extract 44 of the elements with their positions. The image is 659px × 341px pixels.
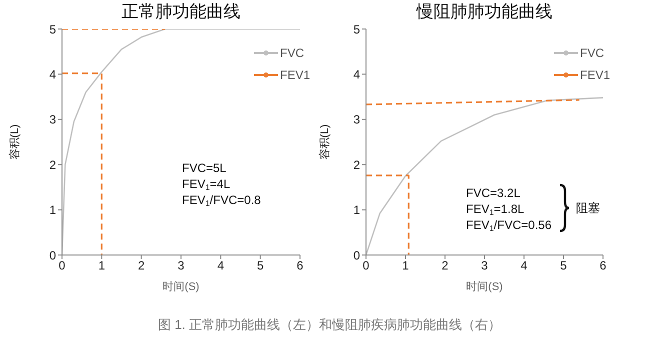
annotation: FEV$_{1}$=4L — [182, 176, 232, 192]
x-tick-label: 2 — [442, 258, 449, 273]
y-tick-label: 3 — [49, 112, 56, 127]
x-tick-label: 5 — [256, 258, 264, 273]
chart-title: 慢阻肺肺功能曲线 — [415, 1, 554, 23]
y-tick-label: 1 — [49, 203, 56, 218]
annotation: FVC=5L — [182, 160, 228, 176]
x-tick-label: 3 — [178, 258, 185, 273]
y-tick-label: 1 — [353, 203, 360, 218]
y-tick-label: 2 — [49, 158, 56, 172]
y-tick-label: 0 — [353, 248, 360, 262]
x-tick-label: 4 — [520, 258, 528, 273]
legend-label: FVC — [280, 46, 304, 60]
annotation: FEV$_{1}$/FVC=0.56 — [466, 217, 552, 233]
y-axis-title: 容积(L) — [318, 124, 331, 160]
annotation: FEV$_{1}$/FVC=0.8 — [182, 192, 261, 208]
y-tick-label: 5 — [353, 22, 360, 36]
y-tick-label: 2 — [353, 158, 360, 172]
x-tick-label: 1 — [98, 258, 106, 273]
y-tick-label: 4 — [353, 67, 360, 82]
annotation: 阻塞 — [576, 200, 600, 216]
x-axis-title: 时间(S) — [466, 280, 503, 293]
y-tick-label: 4 — [49, 67, 56, 82]
y-tick-label: 5 — [49, 22, 56, 36]
legend-label: FVC — [580, 46, 604, 60]
legend-label: FEV1 — [280, 68, 310, 82]
chart-title: 正常肺功能曲线 — [120, 1, 242, 23]
x-axis-title: 时间(S) — [162, 280, 200, 293]
x-tick-label: 0 — [362, 258, 370, 273]
annotation: FEV$_{1}$=1.8L — [466, 201, 526, 217]
annotation: FVC=3.2L — [466, 185, 522, 201]
x-tick-label: 3 — [481, 258, 488, 273]
y-axis-title: 容积(L) — [8, 124, 21, 160]
legend-label: FEV1 — [580, 68, 610, 82]
caption: 图 1. 正常肺功能曲线（左）和慢阻肺疾病肺功能曲线（右） — [156, 316, 502, 334]
y-tick-label: 3 — [353, 112, 360, 127]
y-tick-label: 0 — [49, 248, 56, 262]
x-tick-label: 6 — [296, 258, 304, 273]
x-tick-label: 1 — [402, 258, 410, 273]
x-tick-label: 4 — [217, 258, 224, 273]
x-tick-label: 2 — [138, 258, 145, 273]
x-tick-label: 0 — [58, 258, 66, 273]
x-tick-label: 5 — [560, 258, 568, 273]
x-tick-label: 6 — [600, 258, 607, 273]
